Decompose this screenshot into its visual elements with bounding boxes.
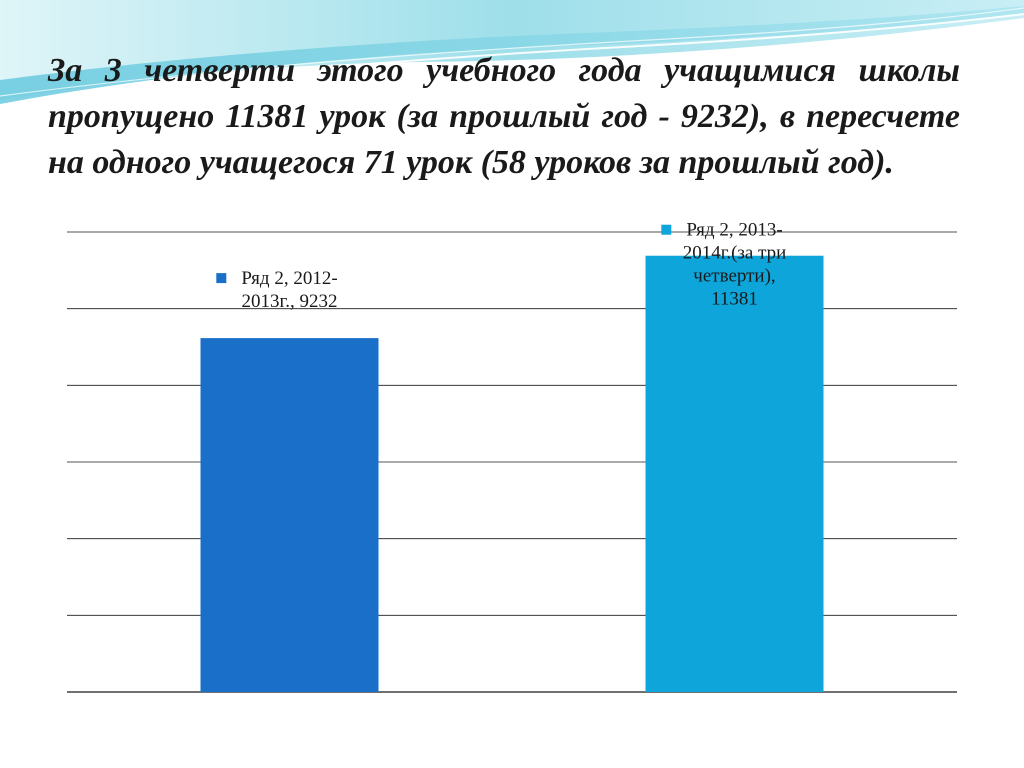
data-label-1-line-2: четверти),: [693, 266, 775, 287]
data-label-marker-0: [216, 273, 227, 284]
data-label-0-line-0: Ряд 2, 2012-: [241, 268, 337, 289]
data-label-1-line-0: Ряд 2, 2013-: [686, 220, 782, 241]
data-label-1-line-3: 11381: [711, 289, 758, 310]
data-label-0-line-1: 2013г., 9232: [242, 291, 338, 312]
data-label-1-line-1: 2014г.(за три: [683, 243, 787, 264]
wave-line-2: [0, 7, 1024, 97]
slide-title: За 3 четверти этого учебного года учащим…: [48, 52, 960, 181]
wave-mid: [0, 6, 1024, 104]
bars: [200, 255, 824, 692]
data-label-marker-1: [661, 224, 672, 235]
bar-1: [645, 255, 824, 692]
data-labels: Ряд 2, 2012-2013г., 9232 Ряд 2, 2013-2014…: [216, 220, 786, 312]
wave-line: [0, 13, 1024, 107]
bar-0: [200, 338, 379, 692]
